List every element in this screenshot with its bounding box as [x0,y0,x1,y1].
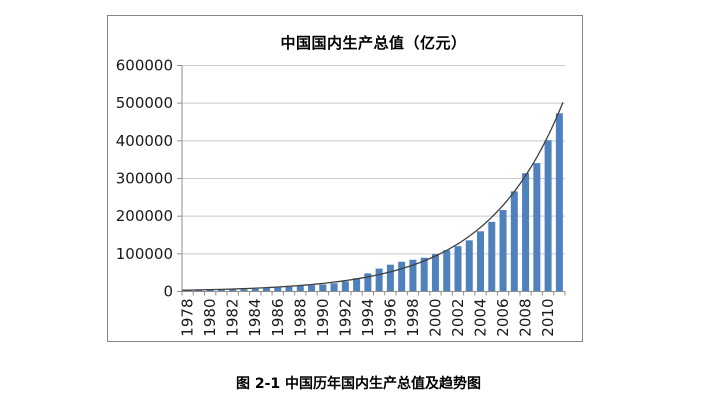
x-axis-label: 1978 [179,299,197,337]
gdp-bar-1987 [285,286,293,292]
trend-line [181,102,564,291]
gdp-bar-1978 [184,290,192,292]
y-axis-label: 600000 [116,57,173,75]
x-axis-label: 1998 [404,299,422,337]
gdp-bar-1981 [217,289,225,292]
x-axis-label: 1996 [381,299,399,337]
gdp-bar-2000 [431,254,439,292]
gdp-bar-1996 [386,264,394,292]
x-axis-label: 1986 [269,299,287,337]
x-axis-label: 2004 [472,299,490,337]
gdp-bar-1991 [330,283,338,292]
gdp-bar-1992 [341,281,349,292]
figure-caption: 图 2-1 中国历年国内生产总值及趋势图 [235,376,482,392]
gdp-bar-2008 [522,173,530,292]
y-axis-label: 300000 [116,170,173,188]
gdp-bar-1979 [195,289,203,292]
y-axis-label: 500000 [116,94,173,112]
x-axis-label: 2006 [494,299,512,337]
x-axis-label: 1992 [336,299,354,337]
x-axis-label: 2000 [426,299,444,337]
x-axis-label: 1982 [224,299,242,337]
x-axis-label: 1994 [359,299,377,337]
x-axis-label: 1980 [201,299,219,337]
gdp-bar-1990 [319,284,327,292]
chart-plot-area: 0 100000 200000 300000 400000 500000 600000 197… [116,57,566,337]
gdp-bar-1997 [398,261,406,292]
gdp-bar-1980 [206,289,214,292]
gdp-bar-1988 [296,285,304,292]
gdp-bar-2010 [544,140,552,292]
gdp-chart-frame: 0 100000 200000 300000 400000 500000 600000 197… [107,15,583,342]
gdp-bar-1986 [274,287,282,292]
x-axis-label: 2008 [517,299,535,337]
gdp-bar-1989 [308,285,316,292]
gdp-bar-1994 [364,273,372,292]
gdp-bar-1982 [229,289,237,292]
gdp-bar-1983 [240,289,248,292]
gdp-bar-1984 [251,288,259,292]
x-axis-label: 1984 [246,299,264,337]
gdp-bar-1993 [353,278,361,292]
gdp-bar-2004 [477,231,485,292]
gdp-bar-2006 [499,210,507,292]
gdp-bar-2011 [555,113,563,292]
y-axis-label: 0 [163,283,173,301]
x-axis-label: 2002 [449,299,467,337]
gdp-bar-2003 [465,240,473,292]
y-axis-label: 400000 [116,132,173,150]
gdp-bar-1999 [420,257,428,292]
y-axis-label: 100000 [116,245,173,263]
x-axis-label: 2010 [539,299,557,337]
gdp-bar-2007 [510,191,518,292]
x-axis-label: 1990 [314,299,332,337]
gdp-bar-2009 [533,163,541,292]
gdp-bar-1998 [409,259,417,292]
gdp-bar-1985 [262,288,270,292]
gdp-bar-2002 [454,246,462,292]
x-axis-label: 1988 [291,299,309,337]
gdp-bar-2001 [443,250,451,292]
y-axis-label: 200000 [116,207,173,225]
gdp-bar-1995 [375,268,383,292]
chart-title: 中国国内生产总值（亿元） [280,34,467,52]
gdp-bar-2005 [488,221,496,292]
